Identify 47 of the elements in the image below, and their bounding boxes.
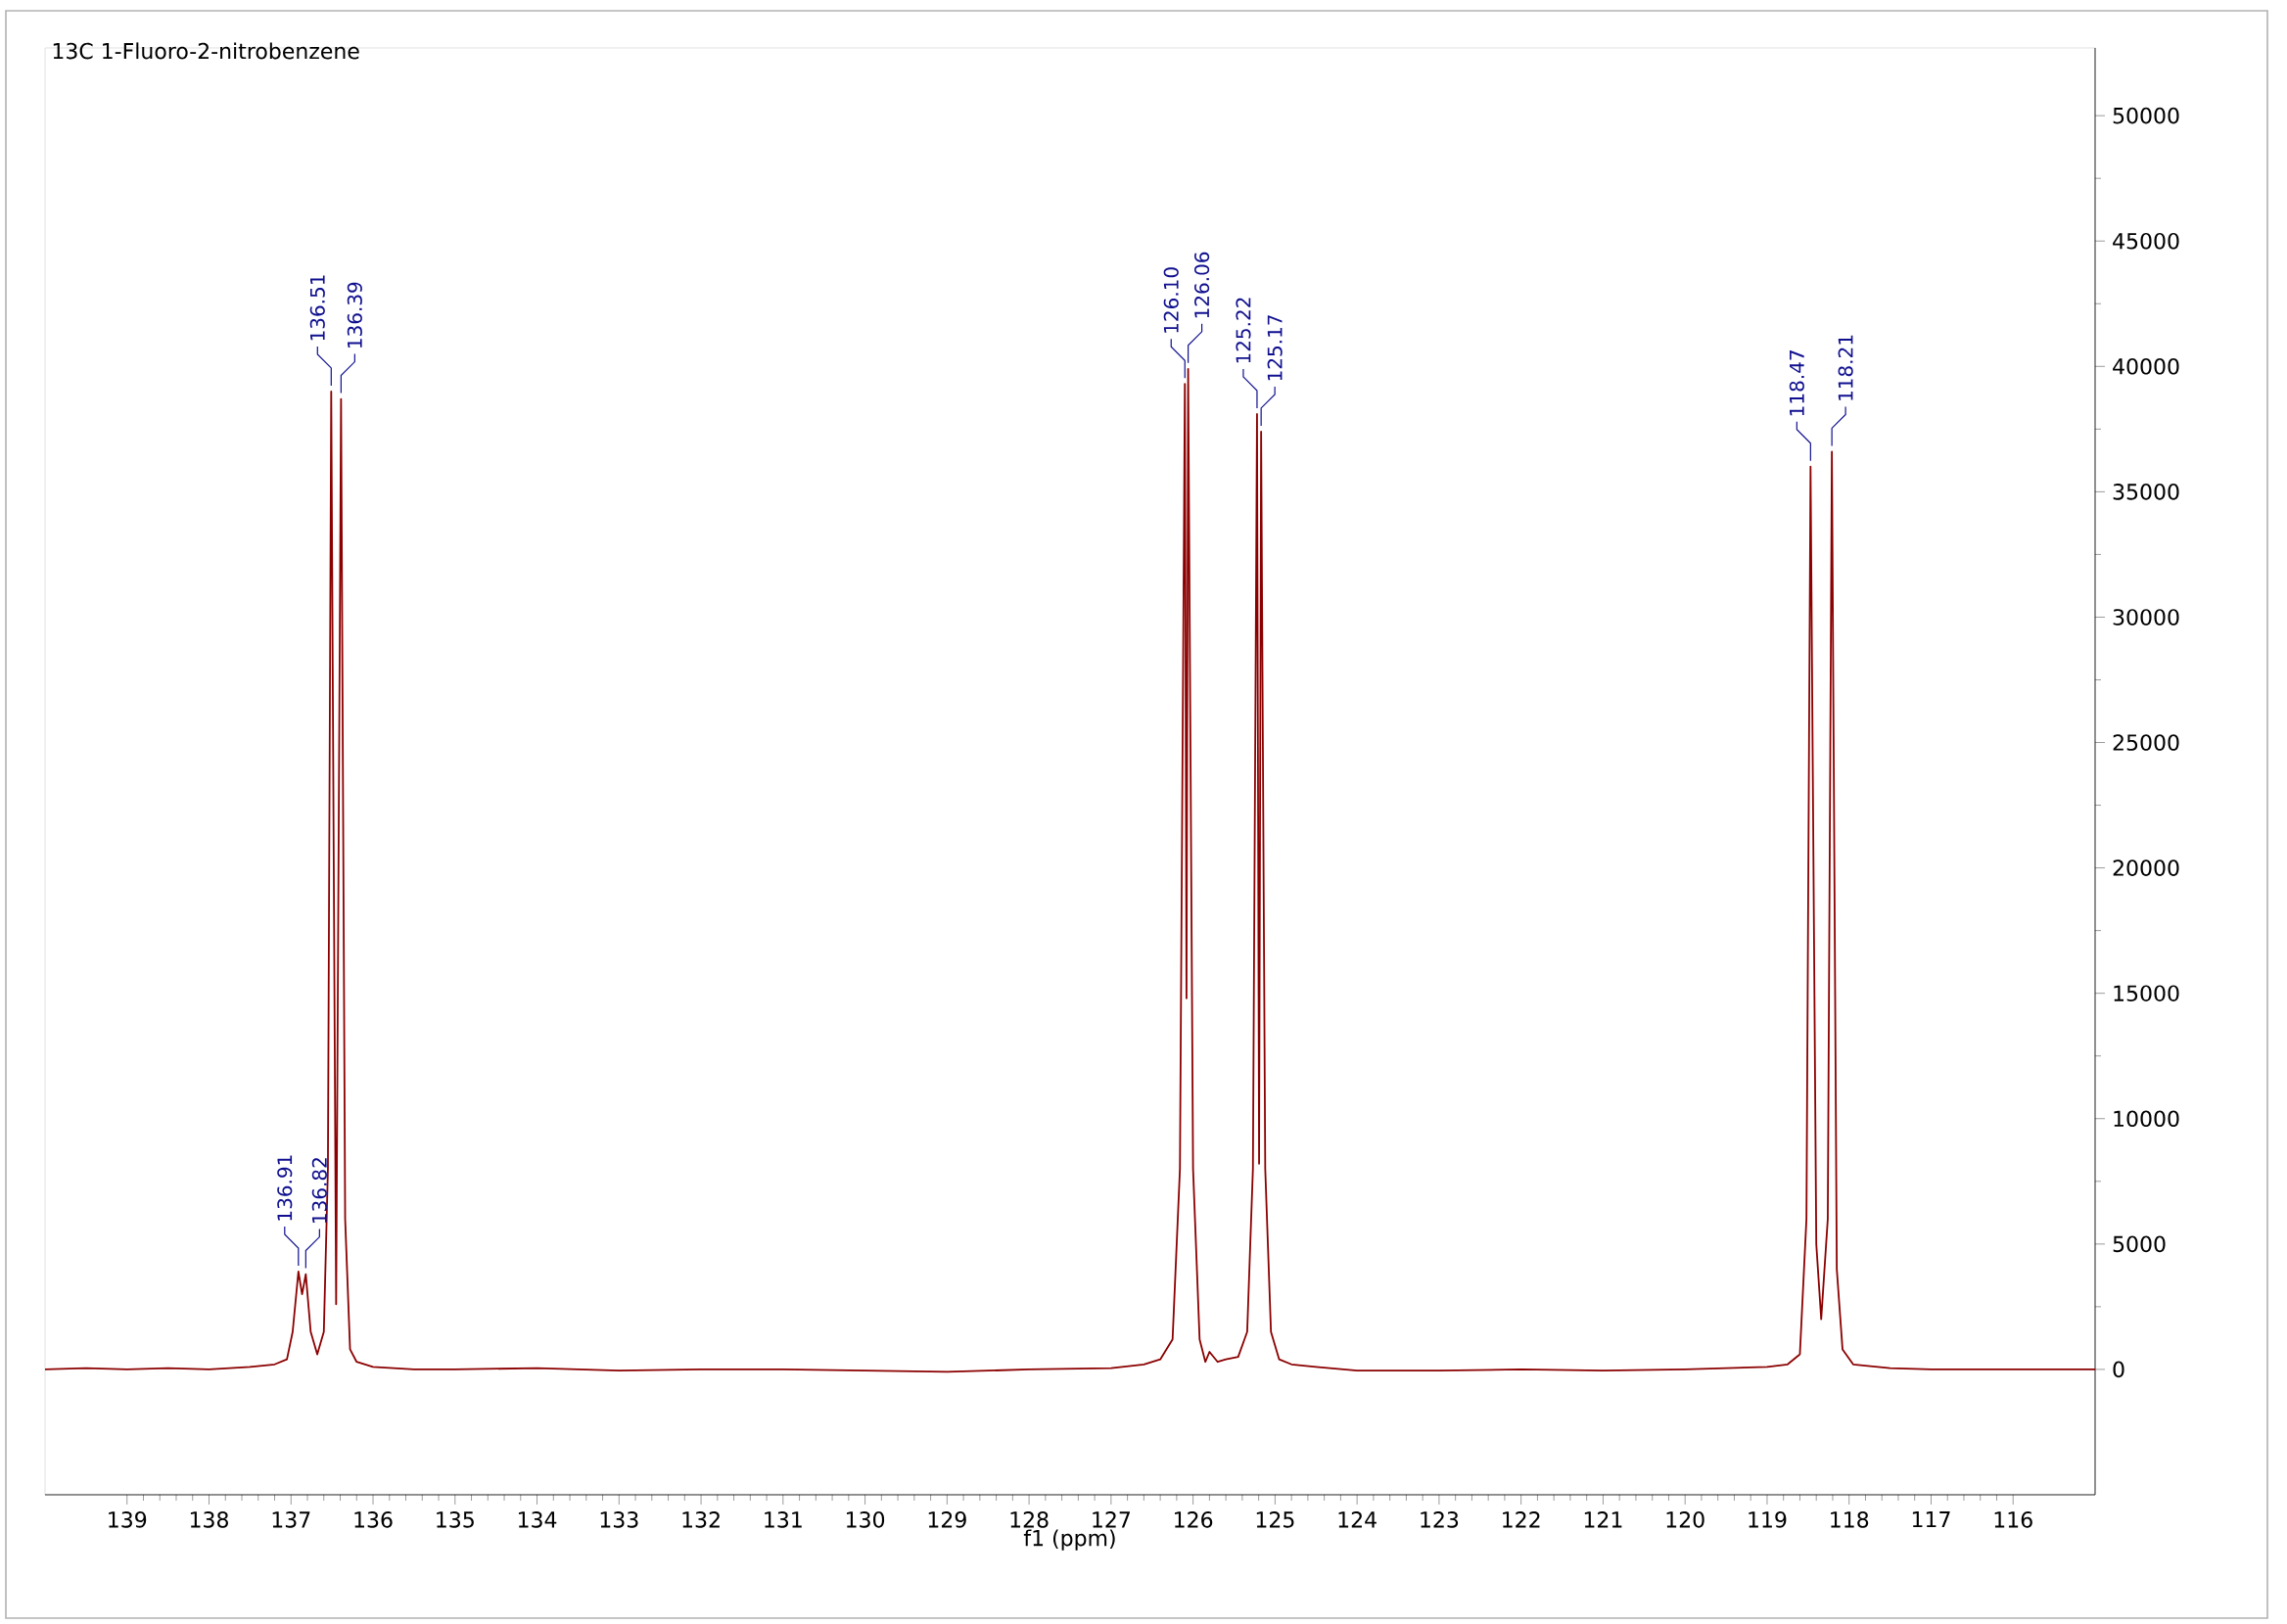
x-tick-label: 119	[1749, 1511, 1787, 1528]
annotation: 118.47	[1789, 350, 1804, 416]
x-axis-title: f1 (ppm)	[1023, 1529, 1115, 1551]
x-tick-label: 120	[1666, 1511, 1704, 1528]
y-tick-label: 5000	[2113, 1235, 2166, 1253]
annotation: 126.10	[1163, 267, 1179, 333]
y-tick-label: 20000	[2113, 859, 2179, 876]
x-tick-label: 117	[1912, 1511, 1950, 1528]
x-tick-label: 137	[272, 1511, 310, 1528]
y-tick-label: 25000	[2113, 734, 2179, 751]
x-tick-label: 130	[847, 1511, 885, 1528]
x-tick-label: 122	[1503, 1511, 1540, 1528]
annotation: 136.51	[309, 275, 325, 341]
annotation: 125.17	[1267, 315, 1283, 381]
x-tick-label: 133	[600, 1511, 638, 1528]
x-tick-label: 139	[109, 1511, 147, 1528]
x-tick-label: 124	[1338, 1511, 1377, 1528]
x-tick-label: 131	[765, 1511, 802, 1528]
y-tick-label: 35000	[2113, 484, 2179, 500]
annotation: 136.82	[311, 1158, 327, 1223]
x-tick-label: 134	[518, 1511, 557, 1528]
x-tick-label: 135	[437, 1511, 474, 1528]
y-tick-label: 45000	[2113, 232, 2179, 250]
y-tick-label: 10000	[2114, 1110, 2179, 1128]
x-tick-label: 126	[1175, 1511, 1213, 1528]
x-tick-label: 138	[190, 1511, 228, 1528]
x-tick-label: 118	[1831, 1511, 1869, 1528]
x-tick-label: 127	[1093, 1511, 1130, 1528]
x-tick-label: 129	[928, 1511, 966, 1528]
annotation: 126.06	[1194, 252, 1210, 318]
annotation: 118.21	[1838, 335, 1853, 400]
x-tick-label: 125	[1256, 1511, 1294, 1528]
x-tick-label: 116	[1994, 1511, 2032, 1528]
y-tick-label: 15000	[2114, 985, 2179, 1001]
y-tick-label: 50000	[2113, 107, 2179, 124]
annotation: 125.22	[1236, 298, 1251, 363]
annotation: 136.91	[277, 1155, 293, 1221]
chart-title: 13C 1-Fluoro-2-nitrobenzene	[53, 42, 359, 60]
x-tick-label: 128	[1010, 1511, 1049, 1528]
x-tick-label: 123	[1421, 1511, 1459, 1528]
x-tick-label: 121	[1584, 1511, 1622, 1528]
y-tick-label: 30000	[2113, 609, 2179, 626]
y-tick-label: 40000	[2113, 357, 2179, 375]
y-tick-label: 0	[2113, 1361, 2124, 1378]
x-tick-label: 132	[682, 1511, 720, 1528]
x-tick-label: 136	[354, 1511, 393, 1528]
annotation: 136.39	[347, 282, 362, 348]
